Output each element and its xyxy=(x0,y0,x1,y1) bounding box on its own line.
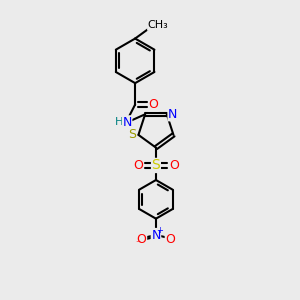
Text: N: N xyxy=(151,229,160,242)
Text: O: O xyxy=(137,233,147,246)
Text: S: S xyxy=(152,158,160,172)
Text: N: N xyxy=(168,108,177,121)
Text: O: O xyxy=(165,233,175,246)
Text: O: O xyxy=(133,159,143,172)
Text: H: H xyxy=(115,117,123,128)
Text: O: O xyxy=(148,98,158,111)
Text: O: O xyxy=(169,159,179,172)
Text: +: + xyxy=(156,226,163,235)
Text: N: N xyxy=(122,116,132,129)
Text: S: S xyxy=(128,128,136,141)
Text: CH₃: CH₃ xyxy=(148,20,168,30)
Text: ⁻: ⁻ xyxy=(135,239,140,250)
